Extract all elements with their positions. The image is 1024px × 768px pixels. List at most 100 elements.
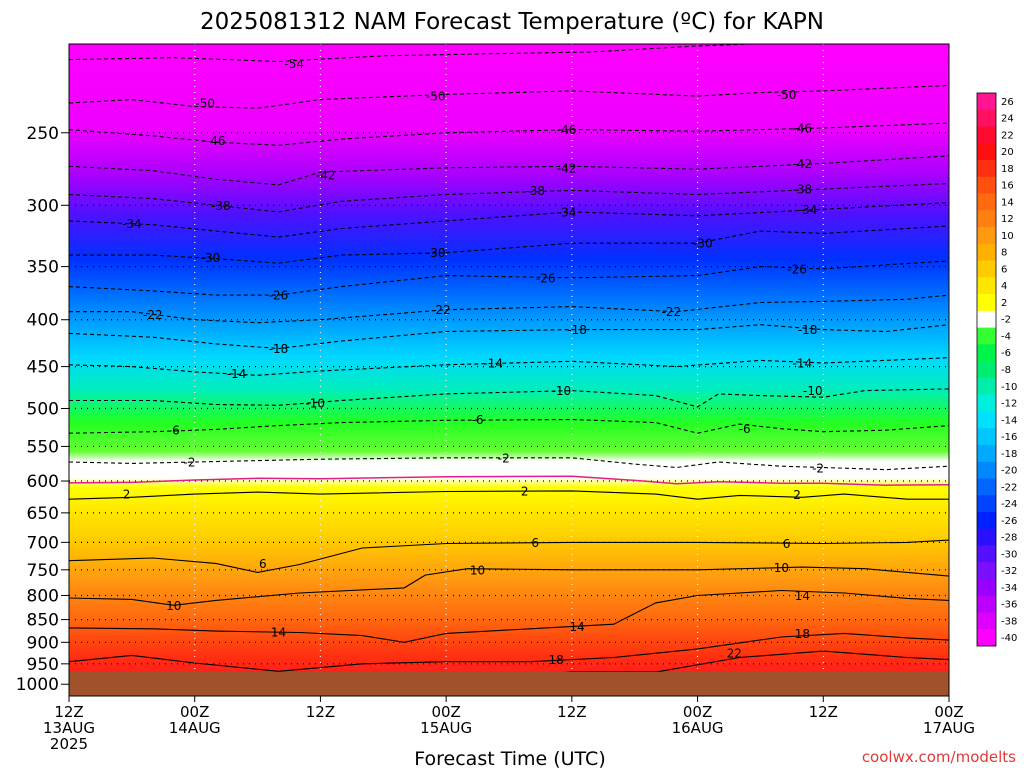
x-tick-label-5-1: 16AUG	[672, 719, 724, 737]
colorbar-swatch-27	[977, 545, 996, 563]
colorbar-label-5: 16	[1001, 181, 1014, 192]
x-tick-label-0-2: 2025	[50, 735, 88, 753]
contour-label-41: 2	[521, 484, 529, 498]
contour-label-47: 10	[470, 563, 485, 577]
y-tick-label-500: 500	[27, 400, 59, 420]
x-tick-label-0-0: 12Z	[54, 703, 83, 721]
y-tick-label-450: 450	[27, 358, 59, 378]
contour-label-text-54: 22	[727, 647, 742, 661]
contour-label-text-48: 10	[774, 561, 789, 575]
contour-label-17: -30	[426, 246, 446, 260]
contour-label-18: -30	[693, 237, 713, 251]
contour-label-text-10: -38	[211, 199, 231, 213]
contour-label-42: 2	[793, 488, 801, 502]
contour-label-text-43: 6	[259, 557, 267, 571]
colorbar-label-32: -40	[1001, 633, 1017, 644]
contour-label-3: -50	[777, 88, 797, 102]
contour-label-text-34: -6	[168, 424, 180, 438]
contour-label-text-15: -34	[798, 203, 818, 217]
contour-label-27: -18	[798, 323, 818, 337]
plot-frame	[68, 43, 950, 697]
colorbar-swatch-14	[977, 327, 996, 345]
contour-label-text-0: -54	[284, 57, 304, 71]
colorbar-swatch-32	[977, 629, 996, 647]
colorbar-swatch-20	[977, 428, 996, 446]
colorbar-label-20: -16	[1001, 432, 1017, 443]
contour-label-text-49: 14	[271, 626, 286, 640]
y-tick-label-900: 900	[27, 633, 59, 653]
colorbar-label-24: -24	[1001, 499, 1017, 510]
contour-label-text-11: -38	[525, 184, 545, 198]
contour-label-16: -30	[201, 251, 221, 265]
y-tick-label-250: 250	[27, 124, 59, 144]
isotherm-2	[69, 490, 949, 500]
colorbar-label-19: -14	[1001, 415, 1017, 426]
x-tick-label-1-0: 00Z	[180, 703, 209, 721]
contour-label-21: -26	[787, 262, 807, 276]
contour-label-6: -46	[793, 121, 813, 135]
contour-label-text-31: -10	[305, 396, 325, 410]
contour-label-43: 6	[259, 557, 267, 571]
colorbar-swatch-25	[977, 511, 996, 529]
contour-label-5: -46	[557, 123, 577, 137]
y-tick-label-600: 600	[27, 472, 59, 492]
contour-label-text-36: -6	[739, 422, 751, 436]
contour-label-45: 6	[783, 537, 791, 551]
colorbar-label-1: 24	[1001, 114, 1014, 125]
isotherm-18	[69, 632, 949, 672]
contour-label-text-29: -14	[483, 357, 503, 371]
y-tick-label-750: 750	[27, 561, 59, 581]
contour-label-text-17: -30	[426, 246, 446, 260]
contour-label-19: -26	[269, 289, 289, 303]
colorbar-label-26: -28	[1001, 533, 1017, 544]
colorbar-label-29: -34	[1001, 583, 1017, 594]
colorbar-swatch-5	[977, 176, 996, 194]
x-tick-label-7-0: 00Z	[934, 703, 963, 721]
colorbar-swatch-6	[977, 193, 996, 211]
x-axis-title: Forecast Time (UTC)	[414, 748, 605, 768]
contour-label-30: -14	[793, 357, 813, 371]
contour-label-text-30: -14	[793, 357, 813, 371]
colorbar-label-25: -26	[1001, 516, 1017, 527]
colorbar-swatch-13	[977, 310, 996, 328]
contour-label-text-44: 6	[531, 536, 539, 550]
colorbar-label-18: -12	[1001, 399, 1017, 410]
contour-label-49: 14	[271, 626, 286, 640]
contour-label-text-21: -26	[787, 262, 807, 276]
x-tick-label-1-1: 14AUG	[169, 719, 221, 737]
isotherm-10	[69, 566, 949, 606]
isotherm--50	[69, 84, 949, 109]
contour-label-text-2: -50	[426, 90, 446, 104]
colorbar-swatch-12	[977, 294, 996, 312]
contour-label-7: -42	[316, 168, 336, 182]
contour-label-text-37: -2	[183, 456, 195, 470]
contour-label-20: -26	[536, 271, 556, 285]
y-tick-label-350: 350	[27, 258, 59, 278]
y-tick-label-1000: 1000	[16, 675, 59, 695]
colorbar-label-11: 4	[1001, 281, 1007, 292]
colorbar-frame	[976, 92, 997, 647]
contour-label-23: -22	[431, 303, 451, 317]
contour-label-52: 18	[549, 653, 564, 667]
contour-label-11: -38	[525, 184, 545, 198]
colorbar-label-3: 20	[1001, 147, 1014, 158]
colorbar-label-30: -36	[1001, 600, 1017, 611]
isotherm--38	[69, 182, 949, 213]
contour-labels: -54-50 -50 -50-46-46 -46-42-42 -42-38-38 -38-…	[122, 57, 824, 667]
contour-label-text-14: -34	[557, 205, 577, 219]
contour-label-46: 10	[166, 599, 181, 613]
colorbar-swatch-21	[977, 444, 996, 462]
x-tick-label-5-0: 00Z	[683, 703, 712, 721]
colorbar-swatch-24	[977, 495, 996, 513]
colorbar-swatch-7	[977, 210, 996, 228]
contour-label-54: 22	[727, 647, 742, 661]
contour-label-34: -6	[168, 424, 180, 438]
colorbar-swatch-3	[977, 143, 996, 161]
contour-label-text-12: -38	[793, 183, 813, 197]
isotherm--30	[69, 225, 949, 264]
contour-label-53: 18	[795, 627, 810, 641]
credit-text: coolwx.com/modelts	[862, 748, 1016, 766]
colorbar-swatch-17	[977, 377, 996, 395]
contour-label-28: -14	[227, 367, 247, 381]
y-tick-label-800: 800	[27, 586, 59, 606]
